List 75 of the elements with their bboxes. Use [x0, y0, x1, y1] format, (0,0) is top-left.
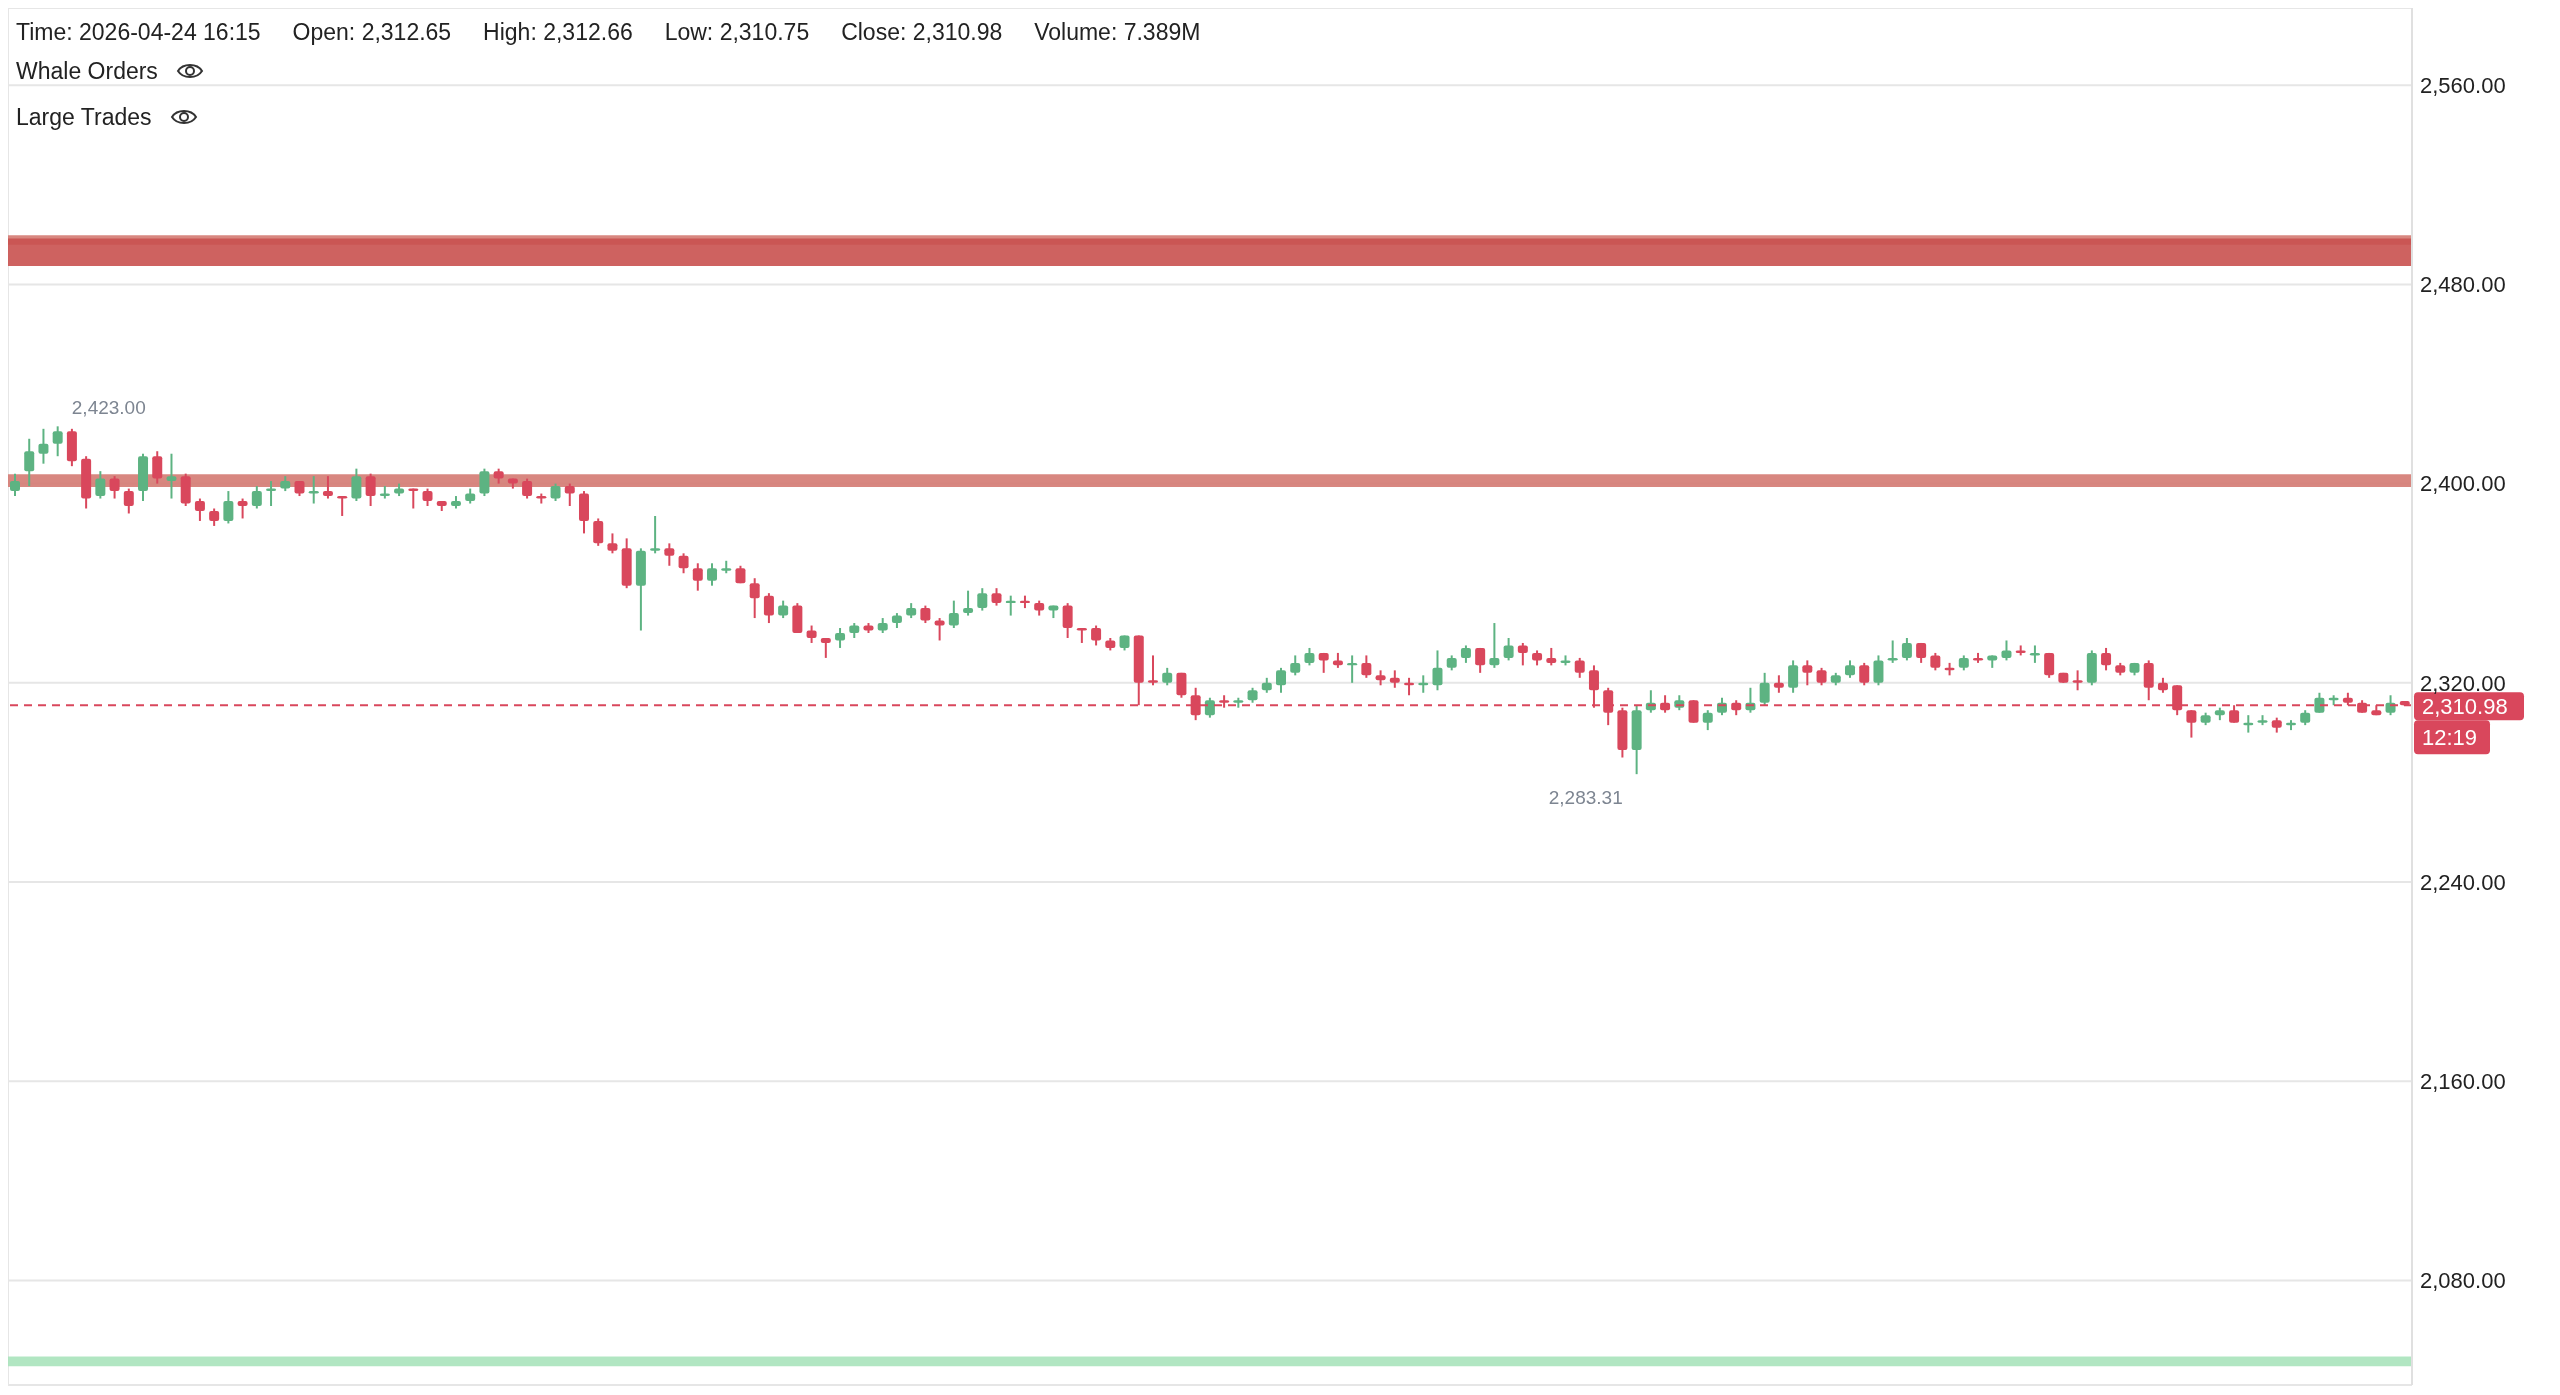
y-tick-label: 2,160.00	[2420, 1069, 2506, 1095]
candlestick	[1176, 671, 1187, 699]
annotation: Large Trades	[16, 103, 152, 132]
candlestick	[308, 475, 319, 505]
candlestick	[123, 487, 134, 515]
annotation: 2,423.00	[71, 397, 146, 419]
candlestick	[1475, 646, 1486, 674]
candlestick	[351, 467, 362, 503]
candlestick	[337, 495, 348, 517]
candlestick	[1432, 649, 1443, 692]
candlestick	[52, 425, 63, 458]
candlestick	[749, 577, 760, 620]
candlestick	[1759, 671, 1770, 707]
y-tick-label: 2,240.00	[2420, 869, 2506, 895]
candlestick	[763, 592, 774, 625]
candlestick	[1091, 624, 1102, 647]
candlestick	[664, 542, 675, 567]
annotation: Whale Orders	[16, 57, 158, 86]
candlestick	[2314, 691, 2325, 714]
candlestick	[365, 472, 376, 508]
candlestick	[1204, 696, 1215, 719]
candlestick	[963, 589, 974, 617]
candlestick	[1702, 709, 1713, 732]
candlestick	[1062, 602, 1073, 639]
candlestick	[707, 562, 718, 587]
candlestick	[1361, 654, 1372, 679]
candlestick	[1290, 654, 1301, 677]
candlestick	[593, 517, 604, 547]
candlestick	[251, 485, 262, 510]
candlestick	[564, 482, 575, 508]
candlestick	[194, 497, 205, 522]
candlestick	[479, 467, 490, 498]
candlestick	[1147, 654, 1158, 687]
candlestick	[10, 472, 20, 498]
candlestick	[1517, 641, 1528, 667]
candlestick	[1873, 654, 1884, 687]
annotation: 2,283.31	[1548, 787, 1623, 809]
candlestick	[835, 627, 846, 649]
candlestick	[607, 532, 618, 555]
candlestick	[322, 475, 333, 500]
y-tick-label: 2,560.00	[2420, 73, 2506, 98]
candlestick	[692, 562, 703, 592]
candlestick	[1574, 656, 1585, 679]
candlestick	[1859, 661, 1870, 687]
candlestick	[1788, 659, 1799, 694]
candlestick	[1901, 636, 1912, 662]
candlestick	[2101, 646, 2112, 672]
candlestick	[678, 552, 689, 575]
y-tick-label: 2,080.00	[2420, 1268, 2506, 1294]
candlestick	[977, 587, 988, 612]
y-tick-label: 2,400.00	[2420, 471, 2506, 497]
candlestick	[166, 452, 177, 500]
y-tick-label: 2,320.00	[2420, 670, 2506, 696]
candlestick	[237, 497, 248, 520]
candlestick	[948, 599, 959, 630]
candlestick	[152, 450, 163, 485]
candlestick	[2072, 669, 2083, 692]
candlestick	[1276, 666, 1287, 694]
candlestick	[223, 490, 234, 525]
text: 12:19	[2422, 725, 2478, 751]
text: Time: 2026-04-24 16:15 Open: 2,312.65 High: 2,312.66 Low: 2,310.75 Close: 2,310.98 Volume: 7.389M	[16, 18, 1201, 47]
candlestick	[1802, 659, 1813, 687]
candlestick	[2044, 651, 2055, 679]
y-tick-label: 2,480.00	[2420, 272, 2506, 298]
candlestick	[24, 437, 35, 488]
candlestick	[2001, 639, 2012, 662]
candlestick	[650, 514, 661, 555]
candlestick	[95, 470, 106, 500]
ref-line-label: 2,310.98	[2422, 694, 2508, 720]
candlestick	[1503, 636, 1514, 662]
candlestick	[109, 475, 120, 500]
candlestick	[2186, 709, 2197, 739]
candlestick	[38, 427, 49, 465]
candlestick	[1489, 622, 1500, 669]
candlestick	[522, 477, 533, 500]
